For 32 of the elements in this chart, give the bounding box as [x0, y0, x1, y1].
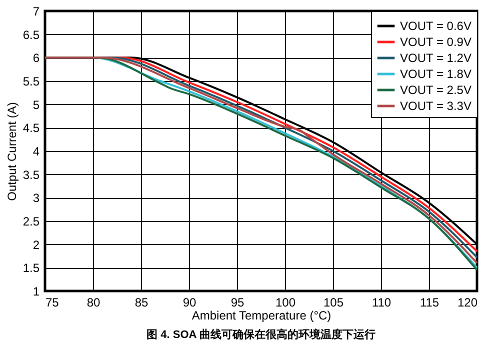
y-tick-label: 4.5 — [22, 121, 40, 136]
x-tick-label: 90 — [182, 296, 196, 310]
y-axis-title: Output Current (A) — [4, 102, 19, 201]
x-tick-label: 75 — [46, 296, 60, 310]
y-tick-label: 6.5 — [22, 28, 40, 42]
x-tick-label: 100 — [275, 296, 296, 310]
y-tick-label: 2 — [32, 238, 40, 252]
legend-label: VOUT = 2.5V — [400, 83, 472, 97]
legend-label: VOUT = 1.2V — [400, 51, 472, 65]
y-tick-label: 6 — [32, 51, 40, 66]
y-tick-label: 4 — [32, 144, 40, 158]
y-tick-label: 7 — [32, 4, 40, 18]
legend-label: VOUT = 3.3V — [400, 99, 472, 113]
y-tick-label: 5 — [32, 98, 40, 112]
x-tick-label: 95 — [230, 296, 244, 310]
y-tick-label: 3 — [32, 191, 40, 206]
legend-label: VOUT = 0.9V — [400, 35, 472, 49]
y-tick-label: 2.5 — [22, 214, 40, 228]
x-tick-label: 80 — [86, 296, 100, 310]
x-tick-label: 85 — [134, 296, 148, 310]
y-tick-label: 3.5 — [22, 168, 40, 182]
legend-label: VOUT = 1.8V — [400, 67, 472, 81]
legend-label: VOUT = 0.6V — [400, 19, 472, 33]
y-tick-label: 5.5 — [22, 74, 40, 88]
y-tick-label: 1 — [32, 284, 40, 298]
x-tick-label: 105 — [323, 296, 344, 310]
y-tick-label: 1.5 — [22, 261, 40, 276]
x-axis-title: Ambient Temperature (°C) — [192, 308, 332, 322]
text: 图 4. SOA 曲线可确保在很高的环境温度下运行 — [146, 328, 376, 341]
x-tick-label: 110 — [372, 296, 392, 310]
x-tick-label: 115 — [420, 296, 440, 310]
x-tick-label: 120 — [457, 296, 478, 310]
